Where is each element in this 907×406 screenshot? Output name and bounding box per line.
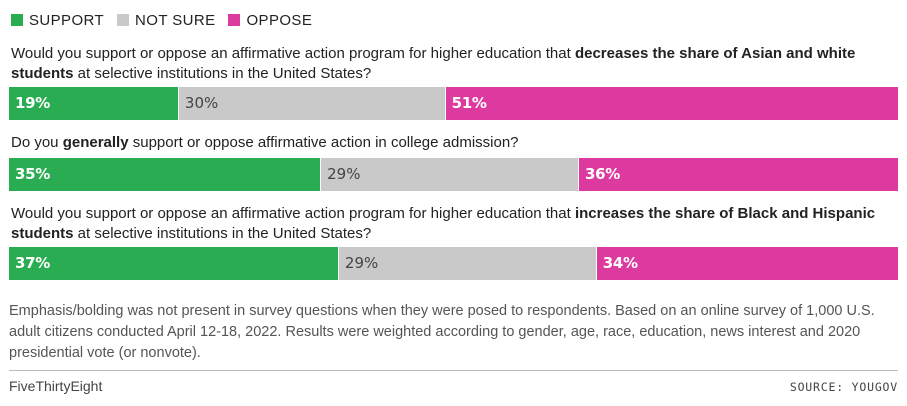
bar-label-support-2: 35%: [15, 165, 51, 183]
bar-segment-support-1: 19%: [9, 87, 178, 120]
question-3-text-2: increases the share of Black and Hispani…: [11, 205, 876, 242]
bar-segment-support-2: 35%: [9, 158, 321, 191]
legend-label-support: SUPPORT: [29, 11, 105, 29]
bar-row-2: 35% 29% 36%: [9, 158, 898, 191]
footer-divider: [9, 370, 898, 371]
question-1-text-3: at selective institutions in the United …: [73, 65, 372, 82]
bar-segment-oppose-1: 51%: [444, 87, 898, 120]
bar-segment-support-3: 37%: [9, 247, 338, 280]
bar-label-not-sure-1: 30%: [184, 94, 219, 112]
question-1: Would you support or oppose an affirmati…: [11, 44, 891, 84]
bar-row-3: 37% 29% 34%: [9, 247, 898, 280]
bar-label-oppose-2: 36%: [584, 165, 620, 183]
legend-label-not-sure: NOT SURE: [135, 11, 216, 29]
bar-label-support-3: 37%: [15, 254, 51, 272]
legend-swatch-support: [11, 14, 23, 26]
legend-item-support: SUPPORT: [11, 12, 104, 29]
bar-label-not-sure-3: 29%: [344, 254, 379, 272]
question-2-text-3: support or oppose affirmative action in …: [128, 134, 519, 151]
bar-segment-not-sure-3: 29%: [337, 247, 596, 280]
footnote: Emphasis/bolding was not present in surv…: [9, 303, 875, 361]
question-2-text-2: generally: [62, 134, 129, 151]
legend: SUPPORT NOT SURE OPPOSE: [11, 10, 325, 30]
bar-segment-oppose-2: 36%: [577, 158, 898, 191]
question-2: Do you generally support or oppose affir…: [11, 133, 891, 153]
question-3-text-3: at selective institutions in the United …: [73, 225, 372, 242]
question-2-text-1: Do you: [11, 134, 63, 151]
question-1-text-2: decreases the share of Asian and white s…: [11, 45, 856, 82]
source-credit: SOURCE: YOUGOV: [789, 380, 898, 394]
bar-label-oppose-3: 34%: [602, 254, 638, 272]
bar-segment-not-sure-1: 30%: [177, 87, 445, 120]
bar-segment-oppose-3: 34%: [595, 247, 898, 280]
bar-row-1: 19% 30% 51%: [9, 87, 898, 120]
legend-swatch-not-sure: [117, 14, 130, 26]
bar-label-support-1: 19%: [15, 94, 51, 112]
question-3-text-1: Would you support or oppose an affirmati…: [11, 205, 575, 222]
brand-name: FiveThirtyEight: [9, 378, 103, 394]
legend-item-not-sure: NOT SURE: [117, 12, 215, 29]
bar-label-not-sure-2: 29%: [327, 165, 361, 183]
legend-item-oppose: OPPOSE: [228, 12, 312, 29]
bar-label-oppose-1: 51%: [451, 94, 487, 112]
question-1-text-1: Would you support or oppose an affirmati…: [11, 45, 575, 62]
legend-label-oppose: OPPOSE: [246, 11, 313, 29]
legend-swatch-oppose: [228, 14, 241, 26]
question-3: Would you support or oppose an affirmati…: [11, 204, 891, 244]
bar-segment-not-sure-2: 29%: [320, 158, 578, 191]
